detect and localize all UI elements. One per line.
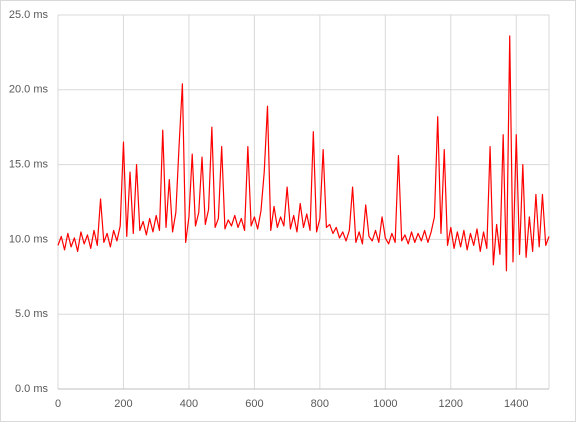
y-tick-label: 5.0 ms: [15, 308, 49, 320]
x-tick-label: 0: [55, 398, 61, 410]
y-tick-label: 15.0 ms: [9, 159, 49, 171]
x-tick-label: 800: [311, 398, 329, 410]
data-line: [57, 35, 550, 272]
y-tick-label: 10.0 ms: [9, 233, 49, 245]
y-tick-label: 0.0 ms: [15, 383, 49, 395]
x-tick-label: 1400: [504, 398, 528, 410]
x-tick-label: 400: [180, 398, 198, 410]
x-tick-label: 1000: [373, 398, 397, 410]
x-tick-label: 600: [245, 398, 263, 410]
x-tick-label: 1200: [439, 398, 463, 410]
x-tick-label: 200: [114, 398, 132, 410]
y-tick-label: 25.0 ms: [9, 9, 49, 21]
y-tick-label: 20.0 ms: [9, 84, 49, 96]
